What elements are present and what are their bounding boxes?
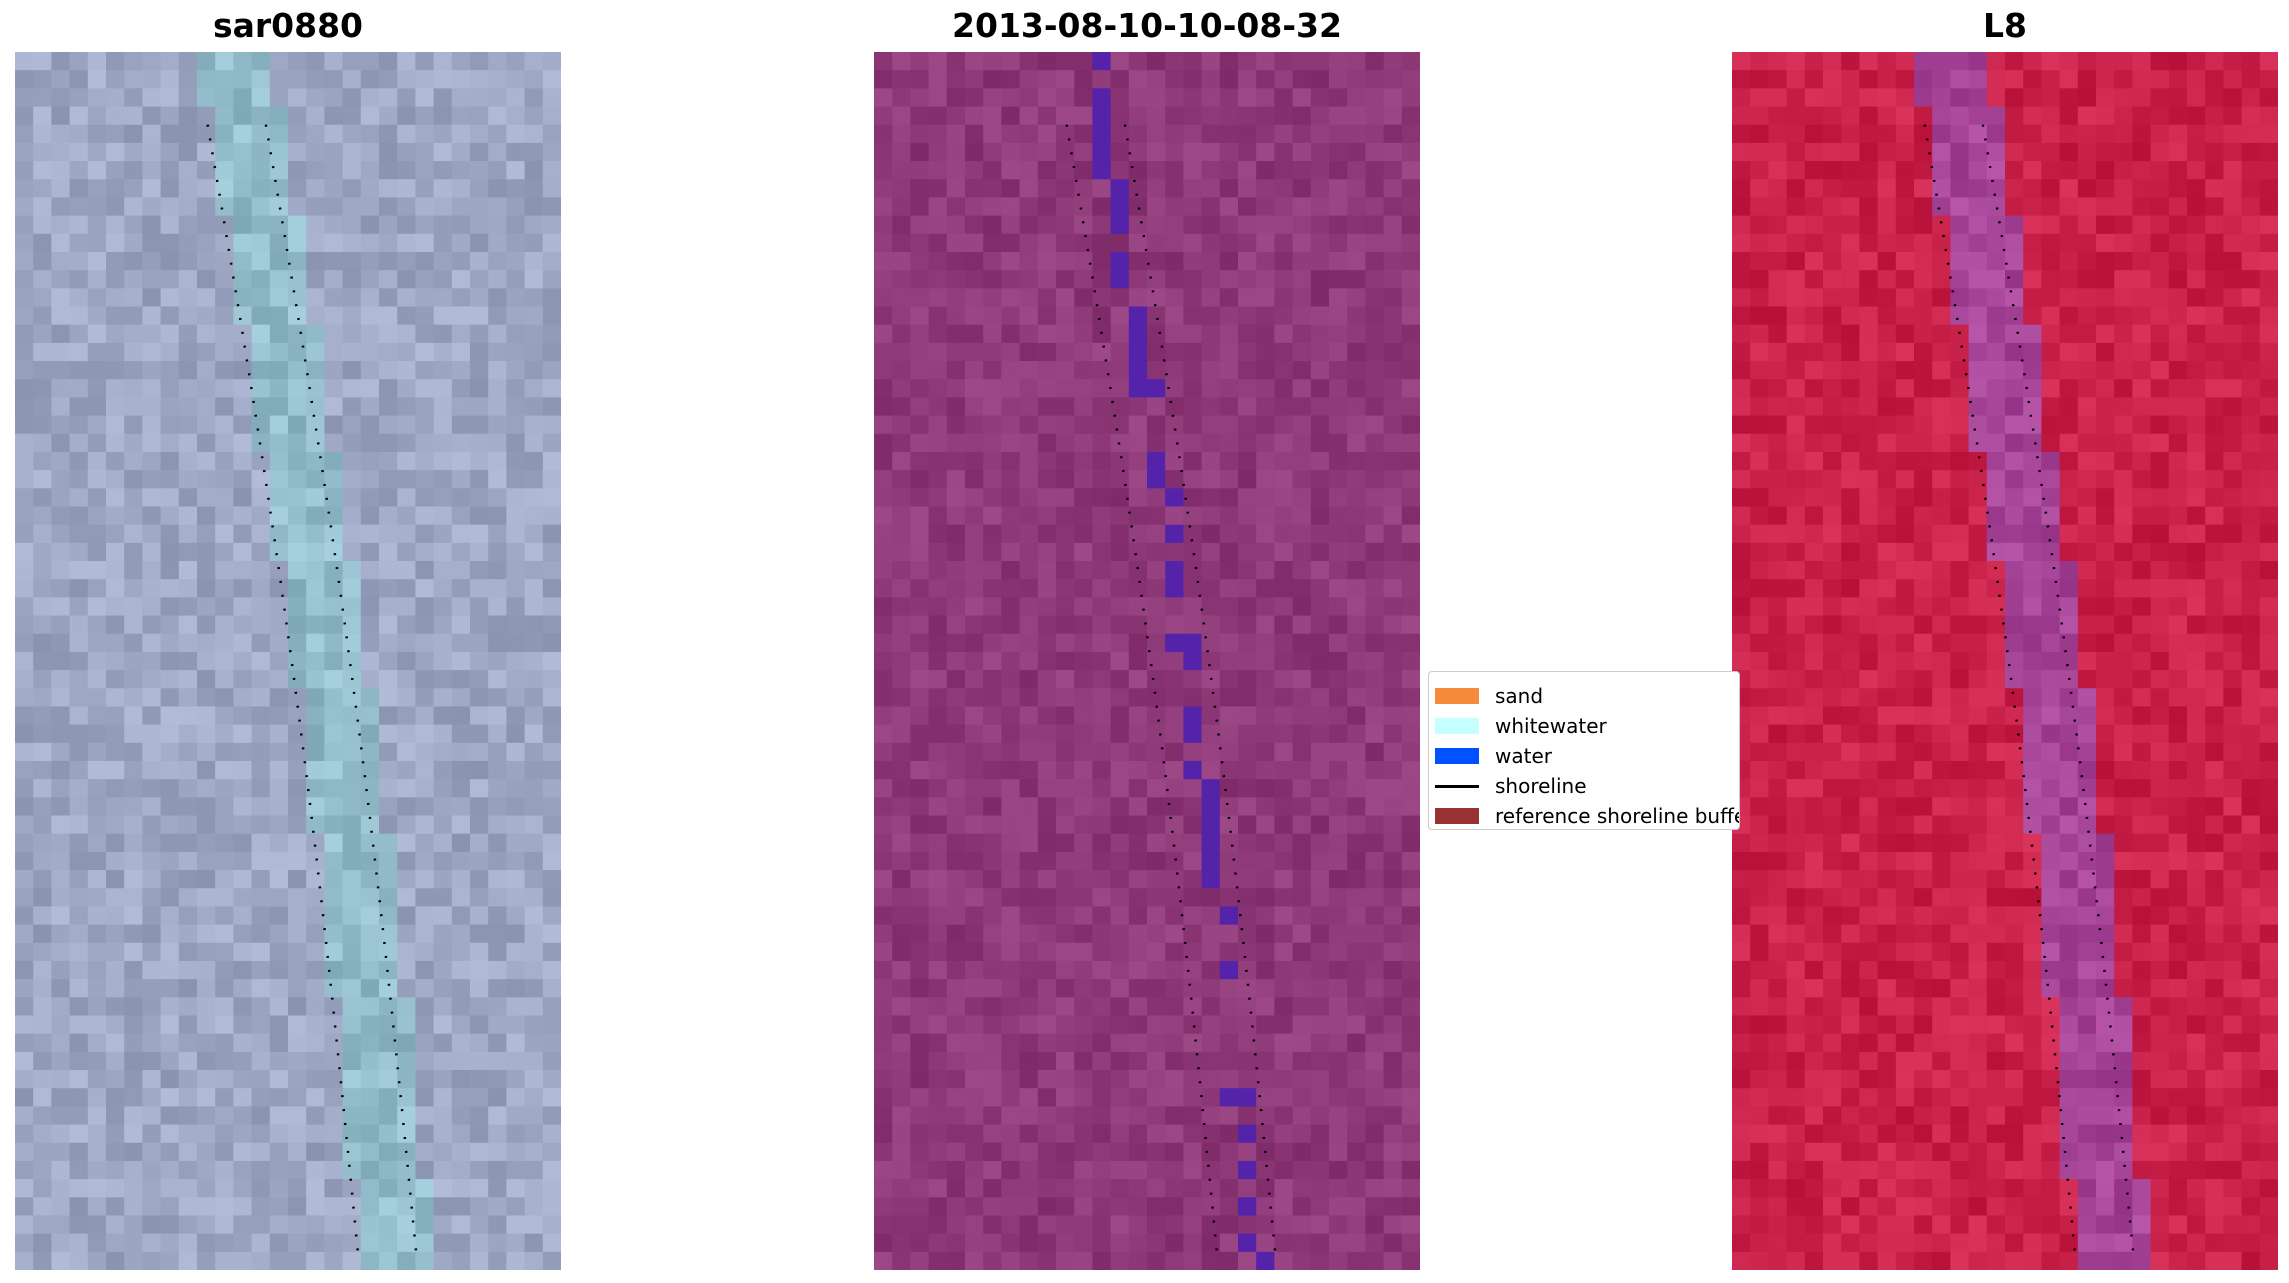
- legend-label-whitewater: whitewater: [1495, 714, 1607, 738]
- legend-label-water: water: [1495, 744, 1552, 768]
- shoreline-swatch: [1435, 784, 1479, 788]
- legend-item-reference-buffer: reference shoreline buffer: [1435, 803, 1740, 829]
- whitewater-swatch: [1435, 718, 1479, 734]
- panel-title-l8: L8: [1983, 6, 2027, 45]
- l8-image: [1732, 52, 2278, 1270]
- false-color-image: [874, 52, 1420, 1270]
- legend-item-shoreline: shoreline: [1435, 773, 1587, 799]
- legend-item-sand: sand: [1435, 683, 1543, 709]
- sar-image-panel: [15, 52, 561, 1270]
- legend-label-sand: sand: [1495, 684, 1544, 708]
- legend-label-shoreline: shoreline: [1495, 774, 1587, 798]
- legend-label-reference-buffer: reference shoreline buffer: [1495, 804, 1740, 828]
- panel-title-date: 2013-08-10-10-08-32: [952, 6, 1342, 45]
- legend-item-whitewater: whitewater: [1435, 713, 1607, 739]
- sar-image: [15, 52, 561, 1270]
- reference-buffer-swatch: [1435, 808, 1479, 824]
- panel-title-sar: sar0880: [212, 6, 364, 45]
- legend: sand whitewater water shoreline referenc…: [1428, 671, 1740, 830]
- legend-item-water: water: [1435, 743, 1552, 769]
- sand-swatch: [1435, 688, 1479, 704]
- false-color-image-panel: [874, 52, 1420, 1270]
- l8-image-panel: [1732, 52, 2278, 1270]
- water-swatch: [1435, 748, 1479, 764]
